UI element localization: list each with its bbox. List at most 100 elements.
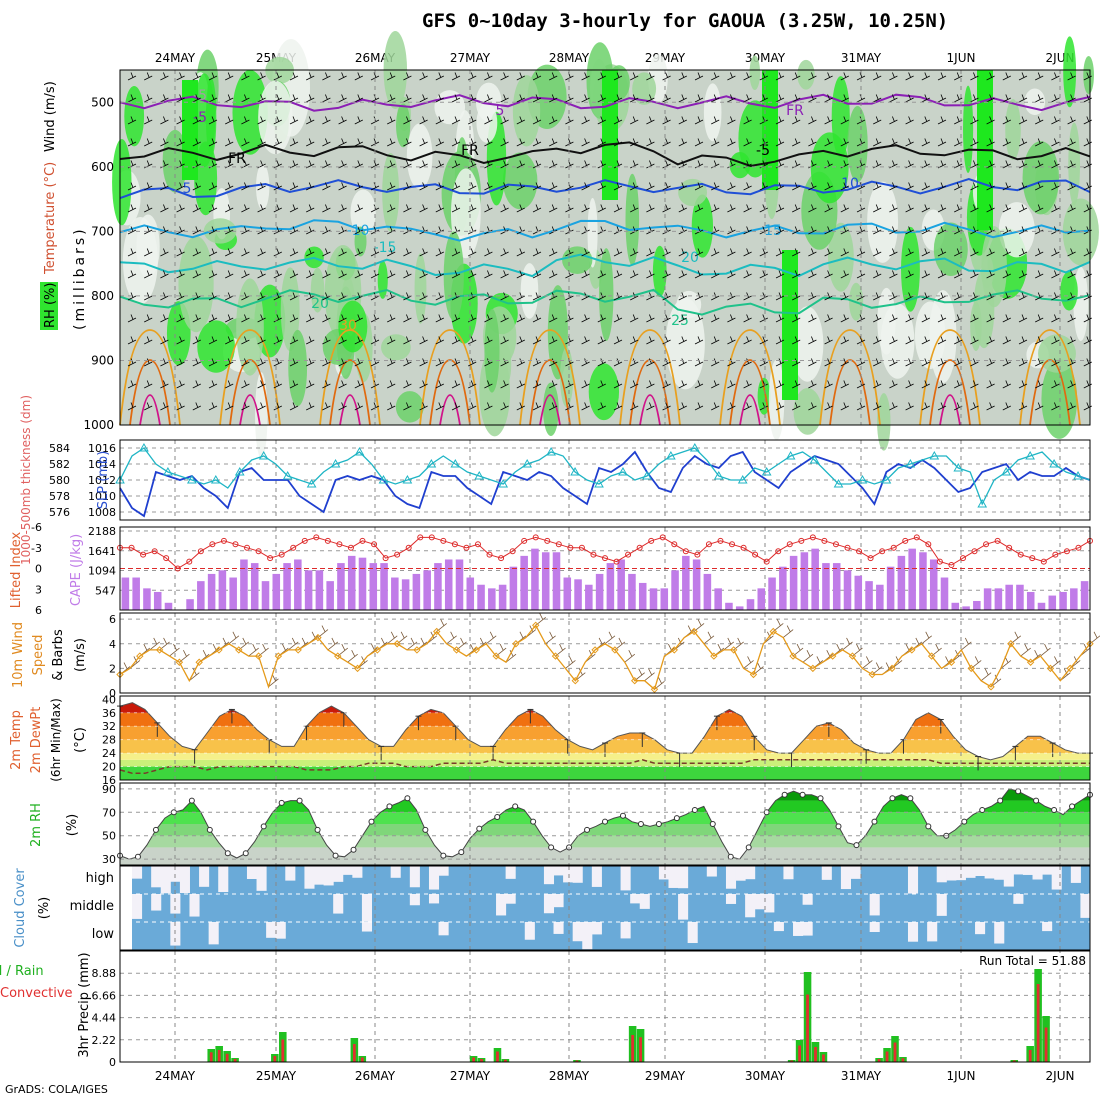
cape-bar [940, 577, 949, 610]
wind-barb [597, 94, 606, 103]
wind-barb [176, 248, 185, 257]
wind-barb [322, 138, 331, 147]
wind-barb [127, 138, 137, 147]
cape-bar [1070, 588, 1078, 610]
wind-barb [759, 270, 768, 279]
wind-barb [1051, 204, 1060, 213]
wind-barb [889, 336, 898, 345]
wind-barb [937, 314, 947, 323]
precip-convective-bar [631, 1035, 635, 1062]
top-tick-label-4: 28MAY [549, 51, 590, 65]
wind-marker [650, 685, 659, 694]
wind-barb [678, 380, 687, 389]
wind-barb [808, 204, 817, 213]
wind-barb [257, 380, 266, 389]
y-tick-label-2: 700 [91, 224, 114, 238]
wind-barb [176, 292, 185, 301]
li-marker [740, 544, 747, 551]
wind-barb [775, 358, 785, 367]
wind-barb [678, 182, 687, 191]
clear-sky-cell [409, 866, 420, 888]
wind-barb [662, 292, 671, 301]
thickness-tick-1: 578 [49, 490, 70, 503]
wind-barb [840, 94, 849, 103]
rh-patch [178, 235, 214, 333]
rh-unit-text: (%) [65, 814, 80, 837]
rh-patch [588, 363, 620, 421]
wind-barb [484, 314, 493, 323]
wind-barb [338, 138, 347, 147]
li-ylabel-text: Lifted Index [9, 531, 24, 608]
wind-barb [921, 380, 930, 389]
rh-marker [350, 846, 357, 853]
wind-marker [710, 652, 718, 660]
wind-marker [908, 646, 916, 654]
wind-barb [1035, 116, 1044, 125]
isotherm-line-2 [119, 178, 1091, 200]
wind-barb [468, 204, 477, 213]
wind-barb [678, 138, 687, 147]
wind-barb [225, 226, 234, 235]
wind-barb [646, 72, 655, 81]
cape-bar [121, 577, 130, 610]
clear-sky-cell [333, 894, 344, 914]
wind-barb [484, 336, 493, 345]
cape-bar [552, 552, 561, 610]
clear-sky-cell [409, 894, 420, 906]
rh-patch [396, 103, 411, 148]
wind-barb [1035, 160, 1044, 169]
temp-ylabel-3: (6hr Min/Max) [49, 698, 63, 782]
rh-patch [963, 85, 974, 174]
wind-barb [273, 380, 282, 389]
wind-barb [873, 270, 882, 279]
wind-barb [338, 72, 347, 81]
wind-barb [889, 182, 898, 191]
clear-sky-cell [1042, 922, 1053, 932]
clear-sky-cell [773, 922, 784, 932]
rh-patch [901, 226, 920, 312]
wind-barb [435, 314, 444, 323]
clear-sky-cell [323, 866, 334, 886]
isotherm-25-3 [419, 329, 481, 426]
clear-sky-cell [869, 894, 880, 916]
cape-bar [951, 602, 960, 610]
isotherm-25-0 [119, 329, 181, 426]
wind-barb [516, 292, 525, 301]
cape-bar [272, 573, 281, 610]
wind-marker [868, 670, 876, 679]
wind-barb [289, 226, 299, 235]
wind-barb [630, 402, 639, 411]
wind-barb [905, 314, 914, 323]
wind-barb [273, 226, 282, 235]
wind-barb [1018, 138, 1028, 147]
wind-barb [208, 380, 218, 389]
cape-bar [606, 563, 615, 610]
wind-barb [387, 292, 396, 301]
rh-patch [112, 138, 132, 226]
wind-barb [694, 248, 704, 257]
cape-bar [1048, 595, 1057, 610]
rh-patch [665, 297, 705, 390]
rh-marker [637, 821, 644, 827]
rh-marker [1033, 797, 1040, 804]
wind-barb [532, 138, 542, 147]
wind-barb [840, 226, 849, 235]
wind-barb [1020, 643, 1031, 657]
wind-barb [500, 314, 509, 323]
wind-barb [1067, 248, 1076, 257]
thickness-marker [689, 442, 700, 452]
wind-barb [192, 270, 201, 279]
run-total-label: Run Total = 51.88 [979, 954, 1086, 968]
cape-bar [832, 563, 841, 610]
rh-patch [914, 301, 946, 370]
wind-barb [613, 358, 623, 367]
wind-barb [597, 402, 606, 411]
wind-barb [775, 94, 785, 103]
wind-barb [824, 248, 833, 257]
clear-sky-cell [572, 866, 583, 883]
wind-barb [662, 226, 671, 235]
wind-barb [176, 380, 185, 389]
clear-sky-cell [170, 866, 181, 882]
precip-ylabel: 3hr Precip (mm) [77, 952, 92, 1057]
wind-barb [802, 650, 814, 663]
